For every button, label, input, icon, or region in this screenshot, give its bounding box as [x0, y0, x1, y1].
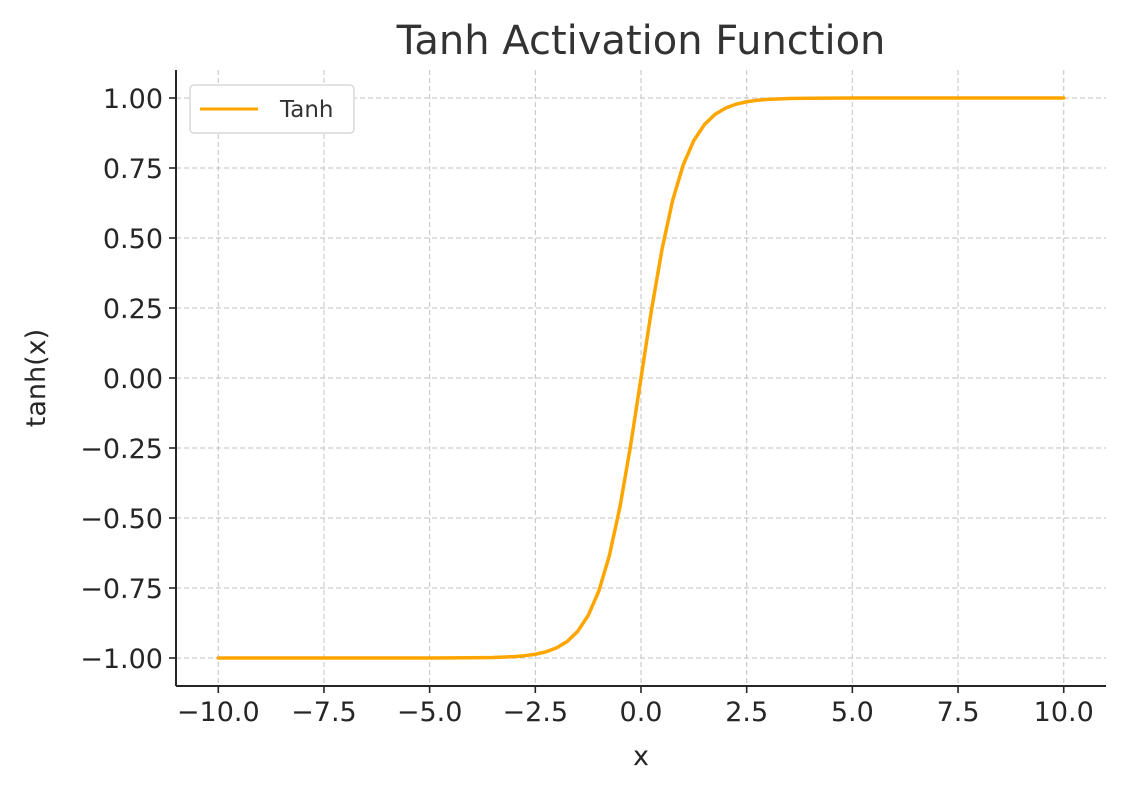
series-layer: [216, 96, 1066, 660]
chart-title: Tanh Activation Function: [396, 18, 886, 64]
x-axis-ticks: −10.0 −7.5 −5.0 −2.5 0.0 2.5 5.0 7.5 10.0: [177, 686, 1094, 728]
series-line-tanh: [216, 96, 1066, 660]
x-tick-label: −5.0: [397, 697, 463, 728]
y-tick-label: −0.50: [80, 504, 163, 535]
x-tick-label: −7.5: [291, 697, 357, 728]
x-tick-label: −2.5: [503, 697, 569, 728]
y-tick-label: 1.00: [103, 84, 163, 115]
legend-label: Tanh: [279, 97, 334, 123]
y-tick-label: 0.50: [103, 224, 163, 255]
y-tick-label: 0.00: [103, 364, 163, 395]
y-tick-label: −1.00: [80, 644, 163, 675]
legend: Tanh: [189, 84, 355, 134]
x-tick-label: 5.0: [831, 697, 874, 728]
y-tick-label: −0.25: [80, 434, 163, 465]
legend-box: [189, 84, 355, 134]
x-tick-label: 2.5: [725, 697, 768, 728]
y-tick-label: −0.75: [80, 574, 163, 605]
x-axis-label: x: [633, 741, 649, 772]
x-tick-label: 0.0: [620, 697, 663, 728]
x-tick-label: 10.0: [1034, 697, 1094, 728]
x-tick-label: 7.5: [937, 697, 980, 728]
y-axis-label: tanh(x): [21, 329, 52, 427]
y-tick-label: 0.75: [103, 154, 163, 185]
y-axis-ticks: −1.00 −0.75 −0.50 −0.25 0.00 0.25 0.50 0.75 1.00: [80, 84, 176, 675]
y-tick-label: 0.25: [103, 294, 163, 325]
x-tick-label: −10.0: [177, 697, 260, 728]
